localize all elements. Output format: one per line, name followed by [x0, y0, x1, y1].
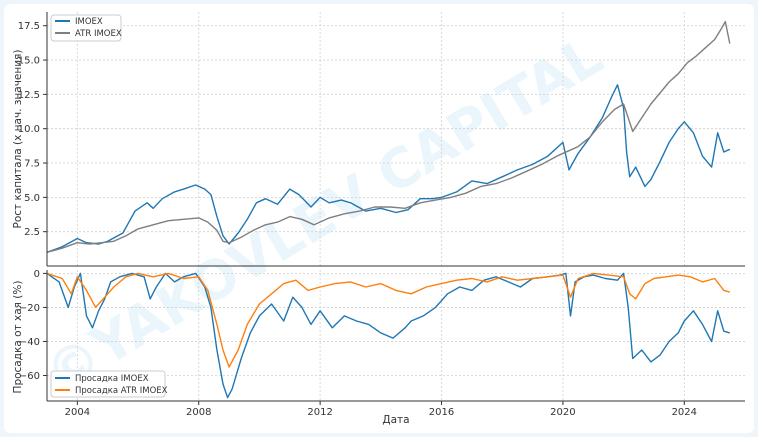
- legend-label-atr-imoex: ATR IMOEX: [75, 29, 122, 39]
- x-tick-label: 2020: [550, 407, 575, 418]
- drawdown-series-line-0: [46, 272, 730, 399]
- drawdown-y-tick-label: −60: [19, 371, 40, 382]
- growth-y-tick-label: 12.5: [18, 90, 40, 101]
- drawdown-x-ticks: 2004 2008 2012 2016 2020 2024: [65, 401, 697, 418]
- growth-y-tick-label: 2.5: [24, 227, 40, 238]
- growth-series-line-1: [46, 20, 731, 253]
- growth-y-tick-label: 17.5: [18, 21, 40, 32]
- x-tick-label: 2004: [65, 407, 90, 418]
- drawdown-panel: 0 −20 −40 −60 2004 2008 2012 2016 2020 2024 Прос…: [12, 269, 745, 426]
- x-axis-label: Дата: [382, 414, 409, 426]
- growth-series-line-0: [46, 84, 731, 253]
- growth-y-tick-label: 15.0: [18, 56, 40, 67]
- x-tick-label: 2024: [672, 407, 697, 418]
- drawdown-y-tick-label: −40: [19, 337, 40, 348]
- drawdown-y-tick-label: −20: [19, 303, 40, 314]
- growth-y-tick-label: 10.0: [18, 124, 40, 135]
- drawdown-y-ticks: 0 −20 −40 −60: [19, 269, 47, 382]
- chart-frame: [4, 4, 754, 433]
- drawdown-series: [46, 272, 730, 399]
- x-tick-label: 2016: [429, 407, 454, 418]
- growth-y-axis-label: Рост капитала (х нач. значения): [12, 50, 24, 229]
- growth-y-tick-label: 5.0: [24, 193, 40, 204]
- drawdown-series-line-1: [46, 272, 730, 368]
- drawdown-y-tick-label: 0: [34, 269, 40, 280]
- drawdown-legend: Просадка IMOEX Просадка ATR IMOEX: [50, 370, 168, 398]
- legend-label-imoex: IMOEX: [75, 17, 103, 27]
- legend-label-drawdown-imoex: Просадка IMOEX: [75, 374, 149, 384]
- growth-series: [46, 20, 731, 253]
- x-tick-label: 2012: [307, 407, 332, 418]
- drawdown-y-axis-label: Просадка от хая (%): [12, 281, 24, 394]
- watermark: ©YAKOVLEV CAPITAL: [34, 24, 613, 406]
- growth-legend: IMOEX ATR IMOEX: [50, 14, 122, 42]
- growth-y-ticks: 2.5 5.0 7.5 10.0 12.5 15.0 17.5: [18, 21, 47, 238]
- growth-y-tick-label: 7.5: [24, 159, 40, 170]
- drawdown-legend-box: [50, 370, 166, 398]
- x-tick-label: 2008: [186, 407, 211, 418]
- legend-label-drawdown-atr-imoex: Просадка ATR IMOEX: [75, 386, 168, 396]
- growth-panel: 2.5 5.0 7.5 10.0 12.5 15.0 17.5 Рост капитала …: [12, 12, 745, 267]
